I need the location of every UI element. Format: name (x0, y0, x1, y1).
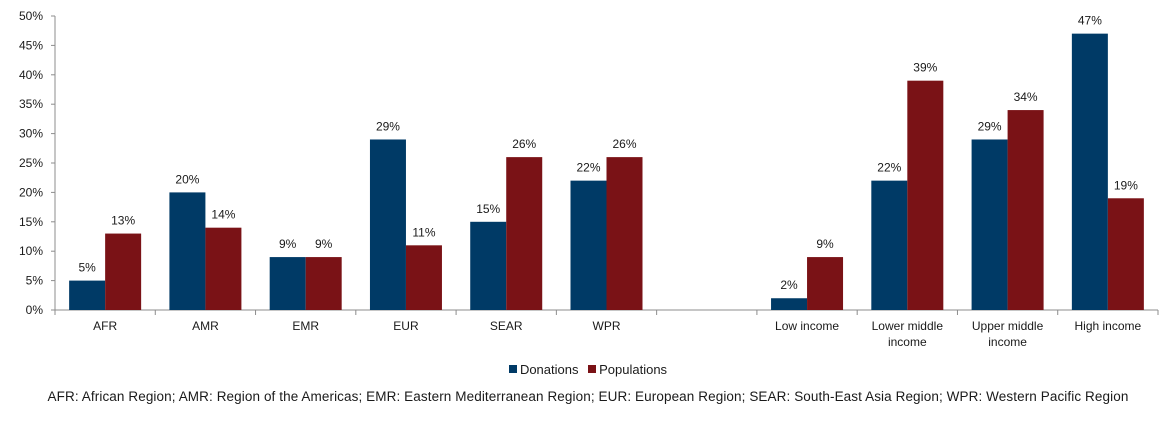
data-label-donations-upper-middle-income: 29% (978, 119, 1002, 133)
data-label-populations-lower-middle-income: 39% (913, 61, 937, 75)
bar-donations-emr (269, 257, 306, 310)
y-tick-label: 0% (26, 303, 44, 317)
data-label-populations-emr: 9% (315, 237, 333, 251)
x-tick-label-upper-middle-income-line2: income (988, 335, 1027, 349)
bar-populations-lower-middle-income (907, 80, 944, 311)
y-tick-label: 45% (19, 38, 43, 52)
data-label-donations-afr: 5% (78, 261, 96, 275)
bar-populations-low-income (807, 257, 844, 310)
bar-donations-wpr (570, 180, 607, 310)
y-tick-label: 25% (19, 156, 43, 170)
legend-item-donations: Donations (508, 361, 579, 377)
y-tick-label: 35% (19, 97, 43, 111)
data-label-donations-eur: 29% (376, 119, 400, 133)
x-tick-label-high-income: High income (1075, 319, 1142, 333)
data-label-populations-upper-middle-income: 34% (1014, 90, 1038, 104)
bar-populations-sear (506, 157, 543, 310)
data-label-donations-emr: 9% (279, 237, 297, 251)
data-label-donations-lower-middle-income: 22% (877, 161, 901, 175)
bar-populations-emr (305, 257, 342, 310)
y-tick-label: 40% (19, 68, 43, 82)
bar-populations-eur (405, 245, 442, 310)
data-label-populations-high-income: 19% (1114, 178, 1138, 192)
bar-donations-lower-middle-income (871, 180, 908, 310)
legend-label-populations: Populations (599, 361, 668, 377)
x-tick-label-emr: EMR (292, 319, 319, 333)
data-label-donations-wpr: 22% (576, 161, 600, 175)
data-label-populations-eur: 11% (412, 225, 435, 239)
data-label-donations-sear: 15% (476, 202, 500, 216)
x-tick-label-afr: AFR (93, 319, 117, 333)
x-tick-label-lower-middle-income-line2: income (888, 335, 927, 349)
x-tick-label-upper-middle-income-line1: Upper middle (972, 319, 1044, 333)
data-label-donations-amr: 20% (175, 172, 199, 186)
y-tick-label: 20% (19, 185, 43, 199)
data-label-donations-low-income: 2% (780, 278, 798, 292)
data-label-populations-amr: 14% (211, 208, 235, 222)
y-tick-label: 15% (19, 215, 43, 229)
data-label-donations-high-income: 47% (1078, 14, 1102, 28)
bar-populations-wpr (606, 157, 643, 310)
y-tick-label: 30% (19, 127, 43, 141)
region-footnote: AFR: African Region; AMR: Region of the … (47, 389, 1129, 404)
x-tick-label-low-income: Low income (775, 319, 839, 333)
x-tick-label-amr: AMR (192, 319, 219, 333)
y-tick-label: 10% (19, 244, 43, 258)
x-tick-label-wpr: WPR (593, 319, 621, 333)
x-tick-label-lower-middle-income-line1: Lower middle (872, 319, 944, 333)
bar-populations-upper-middle-income (1007, 110, 1044, 310)
legend-swatch-donations (508, 365, 517, 373)
bar-donations-high-income (1071, 33, 1108, 310)
bar-populations-afr (105, 233, 142, 310)
bar-populations-high-income (1107, 198, 1144, 310)
y-tick-label: 5% (26, 274, 44, 288)
chart-legend: Donations Populations (0, 361, 1176, 377)
y-tick-label: 50% (19, 9, 43, 23)
data-label-populations-sear: 26% (512, 137, 536, 151)
bar-chart: 0% 5% 10% 15% 20% 25% 30% 35% 40% 45% 50% 5% 13% AFR 2… (19, 9, 1159, 349)
bar-donations-upper-middle-income (971, 139, 1008, 310)
bar-donations-sear (470, 221, 507, 310)
legend-swatch-populations (588, 365, 597, 373)
legend-item-populations: Populations (588, 362, 667, 377)
bar-donations-afr (69, 280, 106, 310)
data-label-populations-low-income: 9% (816, 237, 834, 251)
data-label-populations-afr: 13% (111, 214, 135, 228)
x-tick-label-eur: EUR (393, 319, 419, 333)
x-tick-label-sear: SEAR (490, 319, 523, 333)
bar-populations-amr (205, 227, 242, 310)
bar-donations-amr (169, 192, 206, 310)
bar-donations-low-income (771, 298, 808, 310)
legend-label-donations: Donations (519, 361, 579, 377)
data-label-populations-wpr: 26% (612, 137, 636, 151)
bar-donations-eur (369, 139, 406, 310)
